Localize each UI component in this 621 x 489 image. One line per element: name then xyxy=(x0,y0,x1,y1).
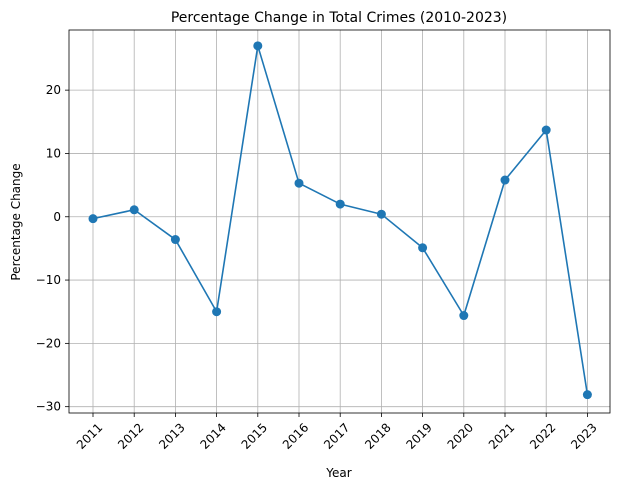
data-point xyxy=(170,235,180,245)
x-axis-label: Year xyxy=(325,466,351,480)
data-point xyxy=(418,243,428,253)
y-axis: −30 −20 −10 0 10 20 xyxy=(36,83,69,414)
data-points xyxy=(88,41,592,400)
data-point xyxy=(582,390,592,400)
data-point xyxy=(212,307,222,317)
y-tick-label: 20 xyxy=(46,83,61,97)
data-point xyxy=(459,311,469,321)
data-point xyxy=(253,41,263,51)
data-point xyxy=(376,209,386,219)
y-axis-label: Percentage Change xyxy=(9,163,23,280)
plot-area-frame xyxy=(68,29,611,414)
y-tick-label: −30 xyxy=(36,400,61,414)
data-point xyxy=(88,214,98,224)
data-point xyxy=(541,125,551,135)
y-tick-label: −10 xyxy=(36,273,61,287)
data-point xyxy=(129,205,139,215)
y-tick-label: −20 xyxy=(36,336,61,350)
grid xyxy=(69,30,610,413)
y-tick-label: 10 xyxy=(46,146,61,160)
chart-title: Percentage Change in Total Crimes (2010-… xyxy=(171,10,507,26)
data-point xyxy=(500,175,510,185)
y-tick-label: 0 xyxy=(53,210,61,224)
data-point xyxy=(294,178,304,188)
data-point xyxy=(335,199,345,209)
